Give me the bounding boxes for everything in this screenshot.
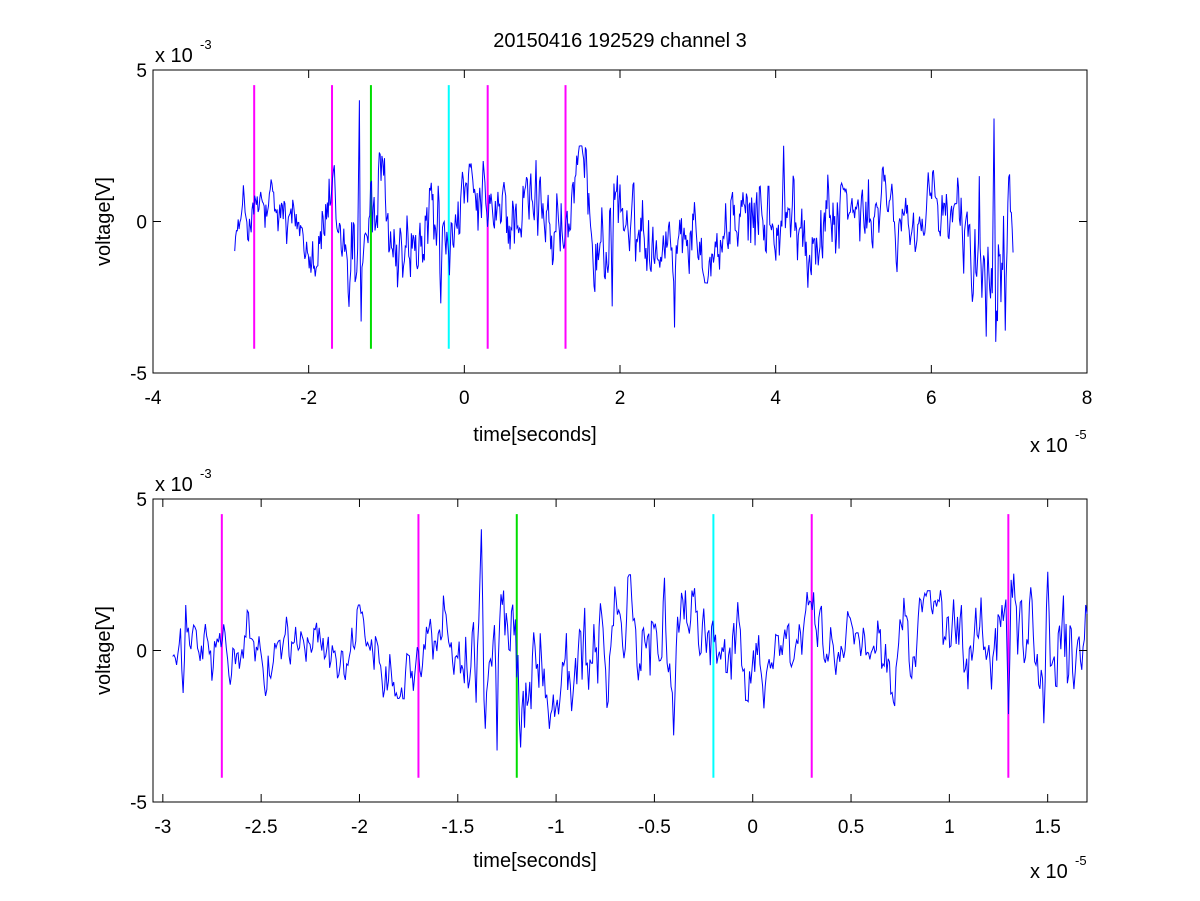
top-plot-ticks: -4 -2 0 2 4 6 8 -5 0 5 xyxy=(130,61,1092,409)
y-tick-label: 0 xyxy=(136,213,147,234)
bottom-plot-x-exponent-power: -5 xyxy=(1075,853,1087,868)
bottom-plot-y-axis-label: voltage[V] xyxy=(93,606,115,695)
y-tick-label: 0 xyxy=(136,642,147,663)
bottom-plot-x-axis-label: time[seconds] xyxy=(473,850,596,872)
bottom-plot-event-markers xyxy=(220,514,1010,778)
x-tick-label: 1.5 xyxy=(1034,817,1060,838)
bottom-plot-signal xyxy=(172,529,1088,751)
x-tick-label: -2.5 xyxy=(245,817,278,838)
y-tick-label: -5 xyxy=(130,364,147,385)
bottom-plot-y-exponent-power: -3 xyxy=(200,466,212,481)
x-tick-label: -1 xyxy=(548,817,565,838)
x-tick-label: 8 xyxy=(1082,388,1093,409)
signal-line xyxy=(172,529,1088,751)
top-plot-signal xyxy=(234,100,1014,342)
x-tick-label: 0.5 xyxy=(838,817,864,838)
x-tick-label: 1 xyxy=(944,817,955,838)
top-plot-x-exponent-base: x 10 xyxy=(1030,435,1068,457)
top-plot-x-axis-label: time[seconds] xyxy=(473,424,596,446)
x-tick-label: -2 xyxy=(300,388,317,409)
top-plot-x-exponent: x 10 -5 xyxy=(1030,427,1087,457)
x-tick-label: -1.5 xyxy=(441,817,474,838)
x-tick-label: 0 xyxy=(747,817,758,838)
x-tick-label: -4 xyxy=(145,388,162,409)
x-tick-label: 4 xyxy=(770,388,781,409)
x-tick-label: -2 xyxy=(351,817,368,838)
top-plot-y-exponent-power: -3 xyxy=(200,37,212,52)
top-plot-y-exponent: x 10 -3 xyxy=(155,37,212,67)
bottom-plot-x-exponent: x 10 -5 xyxy=(1030,853,1087,883)
y-tick-label: 5 xyxy=(136,490,147,511)
top-plot: -4 -2 0 2 4 6 8 -5 0 5 time[seconds] voltage[V] x… xyxy=(93,37,1092,457)
top-plot-y-axis-label: voltage[V] xyxy=(93,177,115,266)
y-tick-label: 5 xyxy=(136,61,147,82)
x-tick-label: -3 xyxy=(154,817,171,838)
bottom-plot-ticks: -3 -2.5 -2 -1.5 -1 -0.5 0 0.5 1 1.5 -5 0 5 xyxy=(130,490,1087,838)
top-plot-x-exponent-power: -5 xyxy=(1075,427,1087,442)
bottom-plot-x-exponent-base: x 10 xyxy=(1030,861,1068,883)
x-tick-label: -0.5 xyxy=(638,817,671,838)
x-tick-label: 2 xyxy=(615,388,626,409)
x-tick-label: 0 xyxy=(459,388,470,409)
bottom-plot-y-exponent-base: x 10 xyxy=(155,474,193,496)
x-tick-label: 6 xyxy=(926,388,937,409)
bottom-plot-y-exponent: x 10 -3 xyxy=(155,466,212,496)
y-tick-label: -5 xyxy=(130,793,147,814)
top-plot-event-markers xyxy=(253,85,567,349)
figure-title: 20150416 192529 channel 3 xyxy=(493,30,747,52)
signal-line xyxy=(234,100,1014,342)
top-plot-y-exponent-base: x 10 xyxy=(155,45,193,67)
bottom-plot: -3 -2.5 -2 -1.5 -1 -0.5 0 0.5 1 1.5 -5 0 5 time[seco… xyxy=(93,466,1088,883)
